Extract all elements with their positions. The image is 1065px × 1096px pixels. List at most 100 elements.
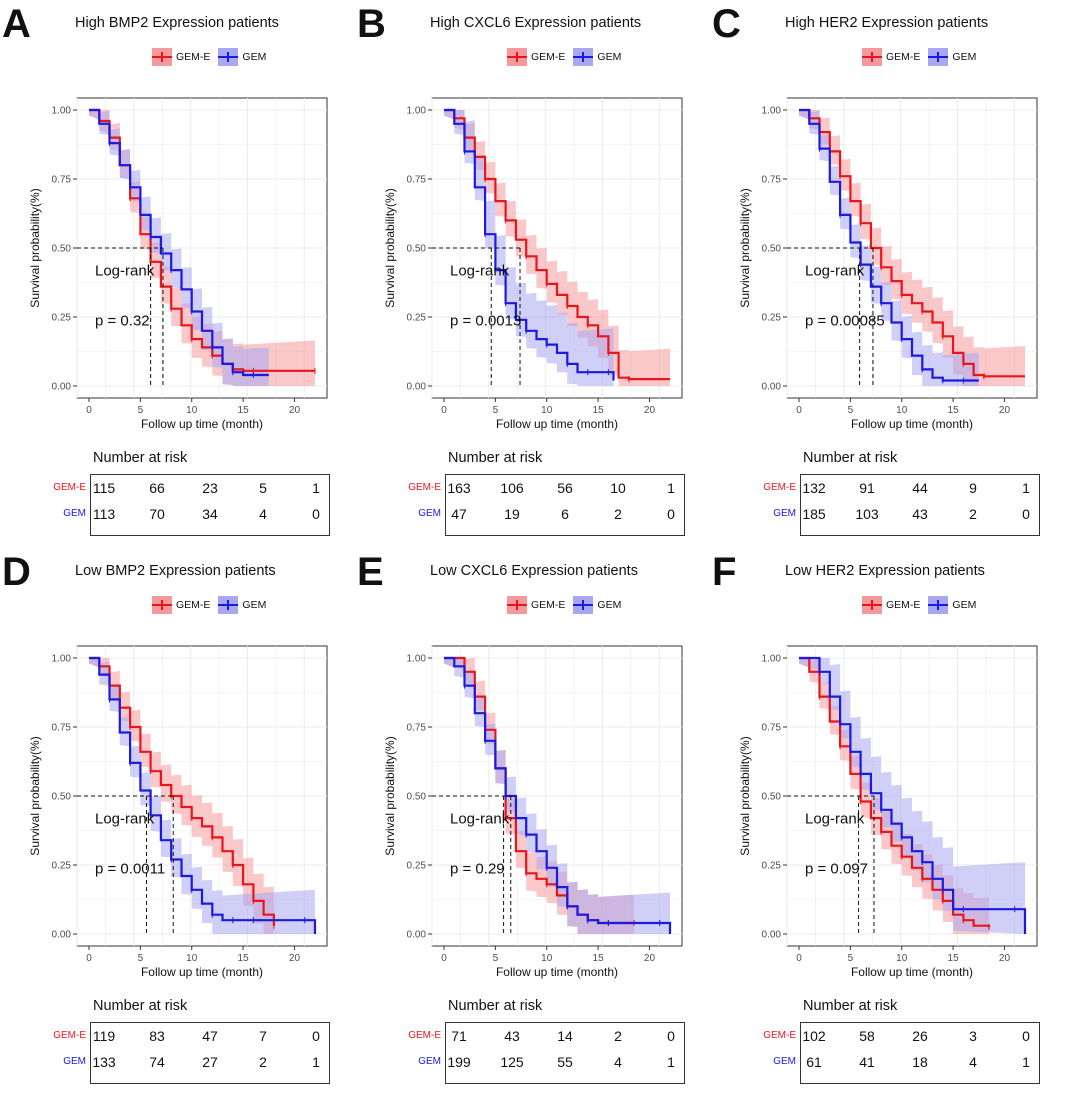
panel-letter: E — [357, 550, 384, 594]
risk-row-label: GEM — [63, 508, 86, 519]
x-tick-label: 0 — [86, 953, 92, 964]
y-tick-label: 0.00 — [52, 930, 72, 941]
legend: GEM-E GEM — [507, 596, 629, 614]
survival-curve-gem-e — [799, 108, 1025, 378]
risk-count: 83 — [149, 1028, 165, 1044]
risk-count: 1 — [1022, 480, 1030, 496]
y-tick-label: 0.25 — [762, 313, 782, 324]
x-tick-label: 10 — [186, 953, 198, 964]
legend: GEM-E GEM — [507, 48, 629, 66]
legend-key-gem-e — [152, 596, 172, 614]
panel-letter: B — [357, 2, 386, 46]
x-tick-label: 0 — [86, 405, 92, 416]
y-tick-label: 1.00 — [52, 654, 72, 665]
legend-key-gem-e — [152, 48, 172, 66]
km-plot: Log-rank p = 0.29 0.00 0.25 0.50 0.75 1.00 0 5 10… — [383, 645, 683, 979]
risk-count: 2 — [969, 506, 977, 522]
risk-count: 4 — [614, 1054, 622, 1070]
y-tick-label: 1.00 — [762, 106, 782, 117]
risk-table-title: Number at risk — [448, 450, 543, 466]
chart-title: Low HER2 Expression patients — [785, 563, 985, 579]
risk-count: 0 — [1022, 1028, 1030, 1044]
legend-label: GEM — [952, 51, 977, 63]
risk-table-box — [90, 1022, 330, 1084]
legend-label: GEM-E — [531, 51, 566, 63]
legend-key-gem — [573, 48, 594, 66]
y-tick-label: 0.00 — [407, 382, 427, 393]
legend-label: GEM — [242, 51, 267, 63]
x-tick-label: 20 — [999, 405, 1011, 416]
y-tick-label: 0.50 — [52, 792, 72, 803]
x-tick-label: 15 — [238, 953, 250, 964]
risk-count: 185 — [802, 506, 826, 522]
km-panel-e: E Low CXCL6 Expression patients GEM-E GEM Lo… — [355, 548, 710, 1096]
risk-count: 70 — [149, 506, 165, 522]
risk-row-label: GEM — [418, 1056, 441, 1067]
km-panel-a: A High BMP2 Expression patients GEM-E GEM Lo… — [0, 0, 355, 548]
y-tick-label: 0.75 — [52, 723, 72, 734]
survival-curve-gem — [799, 656, 1027, 934]
x-tick-label: 5 — [848, 405, 854, 416]
log-rank-label: Log-rank — [95, 263, 155, 280]
risk-count: 0 — [1022, 506, 1030, 522]
x-tick-label: 15 — [948, 405, 960, 416]
ci-band-gem — [89, 110, 269, 386]
y-tick-label: 0.00 — [407, 930, 427, 941]
risk-count: 74 — [149, 1054, 165, 1070]
survival-curve-gem — [444, 108, 615, 381]
risk-count: 18 — [912, 1054, 928, 1070]
p-value: p = 0.0013 — [450, 312, 521, 329]
risk-row: 61 41 18 4 1 — [800, 1054, 1040, 1074]
risk-count: 47 — [451, 506, 467, 522]
risk-count: 91 — [859, 480, 875, 496]
legend-label: GEM — [242, 599, 267, 611]
survival-curve-gem-e — [444, 108, 670, 381]
risk-count: 41 — [859, 1054, 875, 1070]
legend-key-gem — [218, 48, 239, 66]
panel-letter: D — [2, 550, 31, 594]
risk-row: 133 74 27 2 1 — [90, 1054, 330, 1074]
panel-letter: F — [712, 550, 737, 594]
legend: GEM-E GEM — [152, 48, 274, 66]
km-panel-c: C High HER2 Expression patients GEM-E GEM Lo… — [710, 0, 1065, 548]
risk-row-label: GEM — [63, 1056, 86, 1067]
x-tick-label: 15 — [948, 953, 960, 964]
chart-title: Low CXCL6 Expression patients — [430, 563, 638, 579]
risk-row: 185 103 43 2 0 — [800, 506, 1040, 526]
risk-count: 56 — [557, 480, 573, 496]
risk-count: 9 — [969, 480, 977, 496]
risk-table-title: Number at risk — [93, 450, 188, 466]
chart-title: High HER2 Expression patients — [785, 15, 989, 31]
log-rank-label: Log-rank — [805, 811, 865, 828]
risk-count: 2 — [614, 1028, 622, 1044]
risk-count: 132 — [802, 480, 826, 496]
legend-label: GEM-E — [176, 599, 211, 611]
risk-count: 43 — [912, 506, 928, 522]
legend-label: GEM — [597, 599, 622, 611]
risk-table-box — [800, 474, 1040, 536]
risk-row: 47 19 6 2 0 — [445, 506, 685, 526]
y-axis-label: Survival probability(%) — [738, 736, 752, 855]
ci-band-gem — [799, 658, 1025, 934]
x-tick-label: 10 — [896, 405, 908, 416]
risk-count: 1 — [312, 480, 320, 496]
risk-count: 4 — [259, 506, 267, 522]
risk-count: 61 — [806, 1054, 822, 1070]
y-tick-label: 0.50 — [762, 244, 782, 255]
x-axis-label: Follow up time (month) — [496, 417, 618, 431]
y-tick-label: 0.00 — [52, 382, 72, 393]
risk-table-title: Number at risk — [93, 998, 188, 1014]
ci-band-gem — [799, 110, 979, 386]
risk-count: 115 — [92, 480, 116, 496]
y-tick-label: 1.00 — [407, 654, 427, 665]
x-tick-label: 5 — [138, 953, 144, 964]
km-plot: Log-rank p = 0.32 0.00 0.25 0.50 0.75 1.00 0 5 10… — [28, 97, 328, 431]
legend-key-gem-e — [507, 48, 527, 66]
risk-count: 1 — [667, 480, 675, 496]
risk-count: 133 — [92, 1054, 116, 1070]
legend: GEM-E GEM — [862, 596, 984, 614]
x-tick-label: 0 — [796, 953, 802, 964]
y-tick-label: 0.25 — [407, 861, 427, 872]
legend-key-gem — [928, 48, 949, 66]
y-axis-label: Survival probability(%) — [383, 188, 397, 307]
